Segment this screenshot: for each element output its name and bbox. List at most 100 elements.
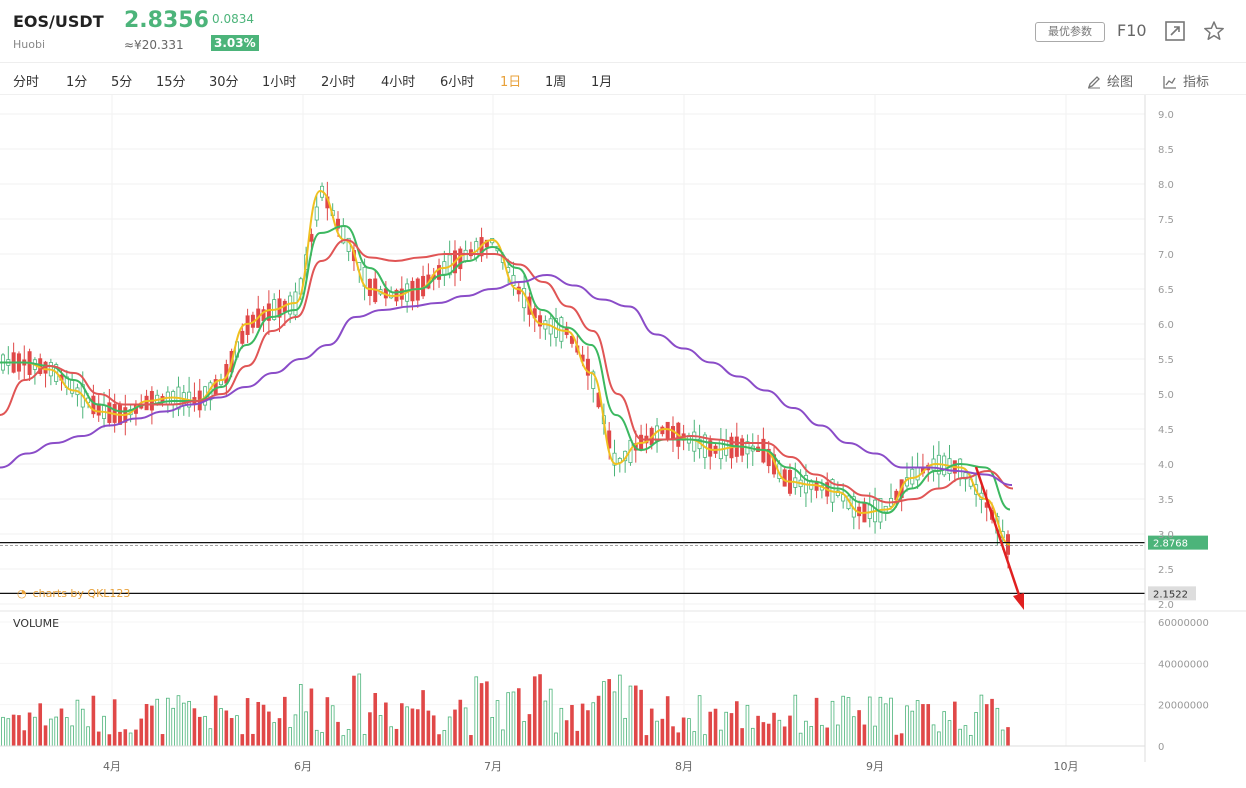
volume-bar <box>814 697 819 747</box>
x-tick-label: 4月 <box>103 760 121 773</box>
volume-bar <box>857 710 861 747</box>
volume-bar <box>288 727 292 747</box>
star-icon[interactable] <box>1203 20 1225 42</box>
y-tick-label: 9.0 <box>1158 110 1174 121</box>
volume-bar <box>144 704 149 747</box>
volume-bar <box>245 698 250 747</box>
volume-bar <box>516 688 521 747</box>
chart-axes: 2.0 2.5 3.0 3.5 4.0 4.5 5.0 5.5 6.0 6.5 7.0 7.5 8.0 8… <box>0 95 1246 773</box>
volume-bar <box>777 719 782 747</box>
volume-bar <box>501 729 505 747</box>
volume-bar <box>17 715 21 747</box>
tab-timeframe-minute[interactable]: 分时 <box>13 75 40 90</box>
volume-bar <box>937 731 941 747</box>
volume-bar <box>623 717 627 747</box>
y-tick-label: 8.0 <box>1158 180 1174 191</box>
volume-bar <box>506 692 510 747</box>
tab-timeframe-15m[interactable]: 15分 <box>156 75 186 90</box>
volume-bar <box>309 688 314 747</box>
tab-timeframe-6h[interactable]: 6小时 <box>440 75 475 90</box>
tab-timeframe-4h[interactable]: 4小时 <box>381 75 416 90</box>
tab-timeframe-30m[interactable]: 30分 <box>209 75 239 90</box>
volume-bar <box>548 688 553 747</box>
volume-bar <box>883 703 888 747</box>
draw-tool-button[interactable]: 绘图 <box>1087 71 1133 90</box>
volume-bar <box>532 676 537 747</box>
volume-bar <box>692 731 697 747</box>
y-tick-label: 2.0 <box>1158 600 1174 611</box>
volume-bar <box>836 724 840 747</box>
volume-bar <box>745 704 750 747</box>
volume-bar <box>293 714 298 747</box>
tab-timeframe-1d[interactable]: 1日 <box>500 75 522 90</box>
volume-bar <box>804 720 808 747</box>
price-tag-box <box>1148 586 1196 601</box>
volume-bar <box>862 724 867 747</box>
volume-bar <box>713 708 718 747</box>
tab-timeframe-1h[interactable]: 1小时 <box>262 75 297 90</box>
tab-timeframe-1mo[interactable]: 1月 <box>591 75 613 90</box>
volume-bar <box>894 734 899 747</box>
fullscreen-icon[interactable] <box>1164 20 1186 42</box>
volume-bar <box>575 730 580 747</box>
ma-line-red <box>0 238 1014 504</box>
volume-bar <box>676 732 681 747</box>
symbol-title: EOS/USDT <box>13 12 104 31</box>
f10-button[interactable]: F10 <box>1117 21 1147 40</box>
volume-bars <box>1 673 1010 747</box>
volume-bar <box>719 729 723 747</box>
volume-bar <box>995 707 1000 747</box>
candle-body <box>538 315 543 327</box>
volume-bar <box>639 689 643 747</box>
y-tick-label: 3.5 <box>1158 495 1174 506</box>
volume-bar <box>926 704 931 747</box>
watermark-text: charts by QKL123 <box>32 587 131 600</box>
candle-body <box>569 335 574 344</box>
volume-bar <box>724 711 728 747</box>
volume-bar <box>1000 729 1005 747</box>
volume-bar <box>490 717 495 747</box>
volume-bar <box>405 706 409 747</box>
volume-bar <box>181 702 186 747</box>
volume-tick-label: 20000000 <box>1158 701 1209 712</box>
volume-bar <box>905 705 909 747</box>
volume-bar <box>793 694 798 747</box>
volume-bar <box>915 700 920 747</box>
volume-bar <box>139 718 144 747</box>
volume-bar <box>33 716 37 747</box>
volume-bar <box>889 697 893 747</box>
volume-bar <box>543 700 548 747</box>
price-chart[interactable]: 2.8768 2.1522 2.0 2.5 3.0 3.5 4.0 4.5 5.0 5.5 6.0… <box>0 94 1246 788</box>
volume-bar <box>602 681 606 747</box>
volume-bar <box>80 708 85 747</box>
tab-timeframe-1m[interactable]: 1分 <box>66 75 88 90</box>
volume-bar <box>899 733 904 747</box>
chart-watermark: ◔ charts by QKL123 <box>17 587 130 600</box>
indicator-button[interactable]: 指标 <box>1163 71 1209 90</box>
volume-bar <box>665 696 670 747</box>
timeframe-toolbar: 分时 1分 5分 15分 30分 1小时 2小时 4小时 6小时 1日 1周 1… <box>0 64 1246 95</box>
candlestick-series <box>0 181 1011 569</box>
candle-body <box>963 472 968 480</box>
candle-body <box>766 448 771 467</box>
volume-bar <box>336 721 340 747</box>
volume-bar <box>479 683 484 747</box>
y-tick-label: 6.0 <box>1158 320 1174 331</box>
tab-timeframe-1w[interactable]: 1周 <box>545 75 567 90</box>
volume-bar <box>330 705 335 747</box>
volume-bar <box>820 724 824 747</box>
optimal-params-button[interactable]: 最优参数 <box>1035 22 1105 42</box>
volume-bar <box>54 716 58 747</box>
tab-timeframe-2h[interactable]: 2小时 <box>321 75 356 90</box>
price-tag-label: 2.1522 <box>1153 589 1188 600</box>
volume-bar <box>649 708 654 747</box>
volume-bar <box>963 725 968 747</box>
x-tick-label: 7月 <box>484 760 502 773</box>
tab-timeframe-5m[interactable]: 5分 <box>111 75 133 90</box>
volume-bar <box>591 702 596 747</box>
candle-body <box>511 274 516 286</box>
volume-bar <box>681 717 686 747</box>
exchange-name: Huobi <box>13 38 46 51</box>
y-tick-label: 8.5 <box>1158 145 1174 156</box>
volume-bar <box>107 734 112 747</box>
